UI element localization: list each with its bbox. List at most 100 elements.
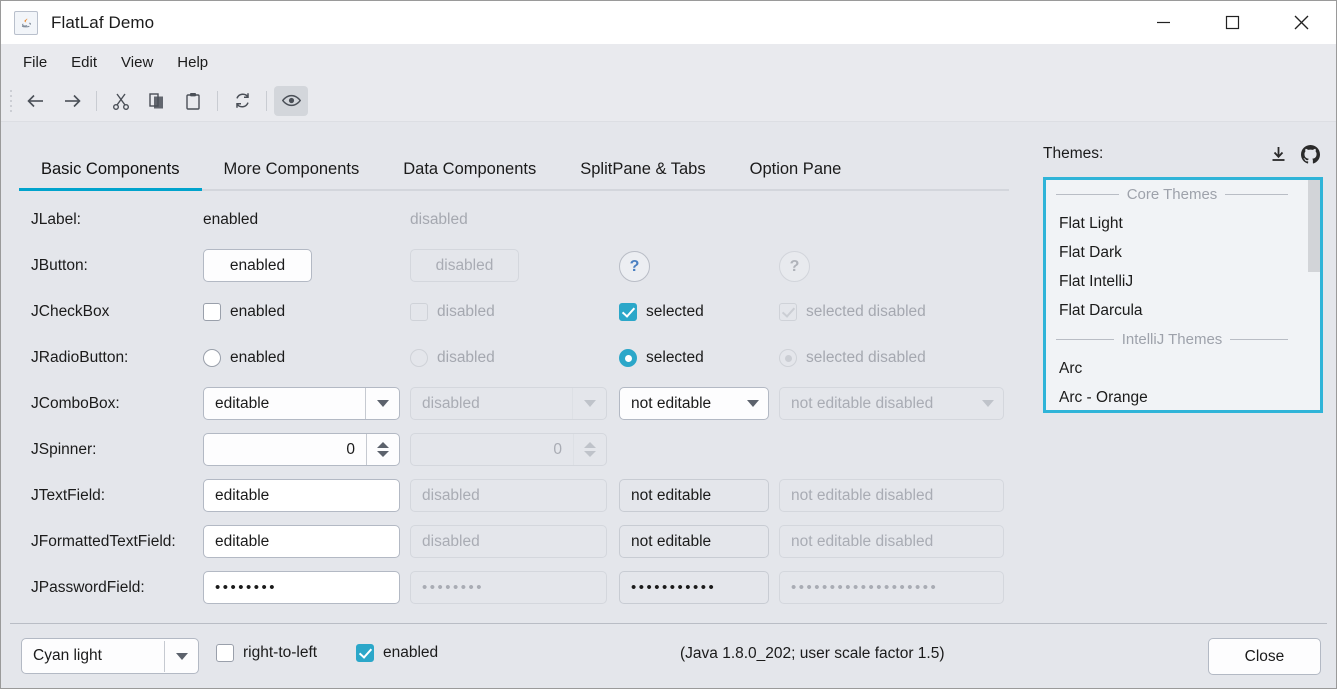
- formattedfield-editable[interactable]: editable: [203, 525, 400, 558]
- forward-icon[interactable]: [55, 86, 89, 116]
- spinner-enabled[interactable]: 0: [203, 433, 400, 466]
- row-jformattedtextfield: JFormattedTextField: editable disabled n…: [1, 525, 1011, 571]
- row-label: JLabel:: [31, 211, 81, 228]
- menu-bar: File Edit View Help: [1, 44, 1336, 80]
- window-controls: [1129, 1, 1336, 44]
- list-item[interactable]: Flat Darcula: [1059, 301, 1143, 319]
- minimize-button[interactable]: [1129, 1, 1198, 44]
- tab-more-components[interactable]: More Components: [223, 160, 360, 178]
- toolbar-separator: [266, 90, 267, 111]
- copy-icon[interactable]: [140, 86, 174, 116]
- combobox-editable[interactable]: editable: [203, 387, 400, 420]
- jlabel-enabled: enabled: [203, 211, 259, 228]
- jbutton-enabled[interactable]: enabled: [203, 249, 312, 282]
- radio-icon: [203, 349, 221, 367]
- title-bar: FlatLaf Demo: [1, 1, 1336, 44]
- menu-item-view[interactable]: View: [121, 53, 154, 71]
- themes-list[interactable]: Core Themes Flat Light Flat Dark Flat In…: [1046, 180, 1320, 410]
- back-icon[interactable]: [19, 86, 53, 116]
- theme-selector[interactable]: Cyan light: [21, 638, 199, 674]
- passwordfield-not-editable[interactable]: •••••••••••: [619, 571, 769, 604]
- radio-checked-icon: [779, 349, 797, 367]
- radio-label: enabled: [230, 349, 286, 366]
- list-item[interactable]: Flat Dark: [1059, 243, 1122, 261]
- scrollbar-thumb[interactable]: [1308, 180, 1320, 272]
- tab-splitpane-tabs[interactable]: SplitPane & Tabs: [580, 160, 706, 178]
- radio-label: disabled: [437, 349, 495, 366]
- formattedfield-not-editable-disabled: not editable disabled: [779, 525, 1004, 558]
- textfield-not-editable-disabled: not editable disabled: [779, 479, 1004, 512]
- toolbar: [1, 80, 1336, 122]
- checkbox-label: selected: [646, 303, 704, 320]
- combobox-value: editable: [215, 394, 270, 412]
- combobox-not-editable[interactable]: not editable: [619, 387, 769, 420]
- chevron-down-icon[interactable]: [164, 640, 198, 672]
- tab-bar: Basic Components More Components Data Co…: [19, 145, 1009, 193]
- themes-header: Themes:: [1043, 141, 1323, 167]
- paste-icon[interactable]: [176, 86, 210, 116]
- checkbox-label: enabled: [230, 303, 286, 320]
- github-icon[interactable]: [1297, 143, 1323, 165]
- maximize-button[interactable]: [1198, 1, 1267, 44]
- row-jtextfield: JTextField: editable disabled not editab…: [1, 479, 1011, 525]
- password-dots: ••••••••: [215, 579, 278, 596]
- list-item[interactable]: Flat IntelliJ: [1059, 272, 1134, 290]
- radio-enabled[interactable]: enabled: [203, 344, 285, 372]
- checkbox-enabled[interactable]: enabled: [203, 298, 285, 326]
- radio-checked-icon: [619, 349, 637, 367]
- combobox-value: not editable disabled: [791, 394, 934, 412]
- cut-icon[interactable]: [104, 86, 138, 116]
- theme-combobox-value: Cyan light: [33, 647, 102, 664]
- enabled-checkbox[interactable]: enabled: [356, 644, 438, 662]
- theme-combobox[interactable]: Cyan light: [21, 638, 199, 674]
- eye-icon[interactable]: [274, 85, 308, 116]
- textfield-not-editable[interactable]: not editable: [619, 479, 769, 512]
- tab-data-components[interactable]: Data Components: [403, 160, 537, 178]
- checkbox-icon: [216, 644, 234, 662]
- themes-panel: Themes: Core Themes Flat Light Flat Dark…: [1043, 141, 1323, 591]
- list-separator-label: Core Themes: [1126, 186, 1218, 203]
- jlabel-disabled: disabled: [410, 211, 468, 228]
- row-jlabel: JLabel: enabled disabled: [1, 203, 1011, 249]
- checkbox-icon: [203, 303, 221, 321]
- chevron-down-icon[interactable]: [738, 388, 768, 419]
- tab-basic-components[interactable]: Basic Components: [41, 160, 180, 178]
- list-item[interactable]: Arc - Orange: [1059, 388, 1148, 406]
- menu-item-file[interactable]: File: [23, 53, 48, 71]
- spinner-stepper[interactable]: [366, 434, 399, 465]
- list-item[interactable]: Flat Light: [1059, 214, 1123, 232]
- close-button[interactable]: [1267, 1, 1336, 44]
- bottom-bar: Cyan light right-to-left enabled (Java 1…: [1, 624, 1336, 688]
- tab-underline-track: [19, 189, 1009, 191]
- row-label: JFormattedTextField:: [31, 533, 176, 550]
- radio-label: selected: [646, 349, 704, 366]
- formattedfield-not-editable[interactable]: not editable: [619, 525, 769, 558]
- checkbox-selected[interactable]: selected: [619, 298, 704, 326]
- themes-list-container: Core Themes Flat Light Flat Dark Flat In…: [1043, 177, 1323, 413]
- combobox-value: not editable: [631, 394, 712, 412]
- checkbox-icon: [410, 303, 428, 321]
- close-dialog-button[interactable]: Close: [1208, 638, 1321, 675]
- bottom-separator: [10, 623, 1327, 624]
- chevron-down-icon[interactable]: [365, 388, 399, 419]
- menu-item-edit[interactable]: Edit: [71, 53, 98, 71]
- chevron-down-icon: [973, 388, 1003, 419]
- themes-scrollbar[interactable]: [1308, 180, 1320, 410]
- textfield-editable[interactable]: editable: [203, 479, 400, 512]
- list-separator-label: IntelliJ Themes: [1121, 331, 1223, 348]
- spinner-stepper: [573, 434, 606, 465]
- password-dots: ••••••••: [422, 579, 485, 596]
- right-to-left-checkbox[interactable]: right-to-left: [216, 644, 317, 662]
- toolbar-grip[interactable]: [7, 89, 15, 112]
- tab-option-pane[interactable]: Option Pane: [749, 160, 842, 178]
- spinner-value: 0: [346, 440, 355, 458]
- passwordfield-editable[interactable]: ••••••••: [203, 571, 400, 604]
- row-jpasswordfield: JPasswordField: •••••••• •••••••• ••••••…: [1, 571, 1011, 617]
- download-icon[interactable]: [1265, 143, 1291, 165]
- menu-item-help[interactable]: Help: [177, 53, 209, 71]
- row-jcombobox: JComboBox: editable disabled not editabl…: [1, 387, 1011, 433]
- help-button-enabled[interactable]: ?: [619, 251, 650, 282]
- list-item[interactable]: Arc: [1059, 359, 1083, 377]
- radio-selected[interactable]: selected: [619, 344, 704, 372]
- refresh-icon[interactable]: [225, 86, 259, 116]
